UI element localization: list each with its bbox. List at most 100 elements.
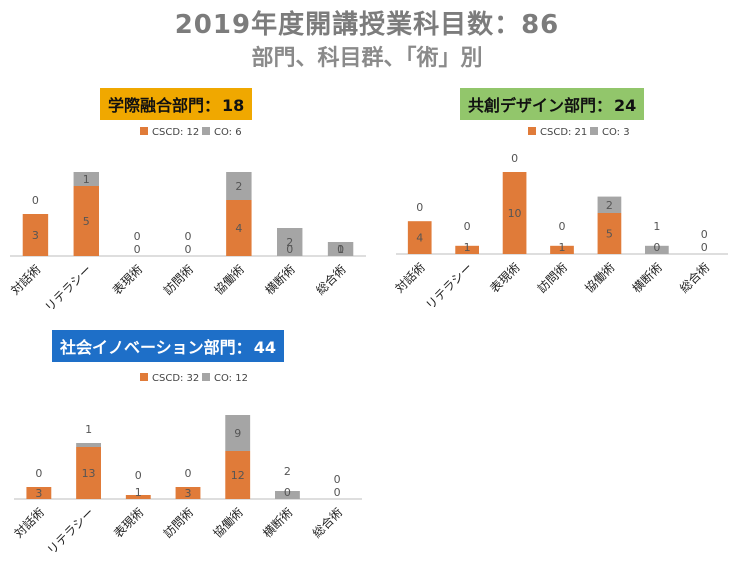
data-label-csd: 0 (334, 486, 341, 499)
data-label-co: 0 (35, 467, 42, 480)
data-label-co: 0 (185, 230, 192, 243)
data-label-co: 0 (559, 220, 566, 233)
data-label-co: 0 (334, 473, 341, 486)
data-label-csd: 10 (508, 207, 522, 220)
panel-title-name: 学際融合部門： (108, 96, 221, 115)
panel-title-count: 24 (614, 96, 637, 115)
legend-label-csd: CSCD: 21 (540, 127, 587, 138)
bar-csd (73, 186, 99, 256)
data-label-co: 0 (464, 220, 471, 233)
panel-title-count: 44 (253, 338, 276, 357)
data-label-co: 0 (135, 469, 142, 482)
bar-csd (26, 487, 52, 499)
data-label-csd: 0 (337, 243, 344, 256)
bar-csd (550, 245, 574, 254)
data-label-csd: 3 (32, 229, 39, 242)
legend-label-co: CO: 12 (214, 373, 248, 384)
data-label-csd: 0 (653, 241, 660, 254)
bar-co (226, 172, 252, 200)
category-label: 表現術 (110, 262, 145, 297)
data-label-csd: 4 (416, 232, 423, 245)
data-label-co: 2 (606, 199, 613, 212)
bar-csd (407, 221, 432, 254)
data-label-csd: 12 (231, 469, 245, 482)
category-label: 協働術 (581, 260, 617, 296)
bar-co (225, 415, 251, 451)
bar-co (277, 228, 303, 256)
bar-co (597, 196, 622, 213)
bar-csd (22, 214, 49, 256)
category-label: リテラシー (45, 505, 97, 557)
category-label: 総合術 (309, 505, 345, 541)
data-label-co: 1 (83, 173, 90, 186)
category-label: 訪問術 (160, 262, 196, 298)
legend-label-co: CO: 3 (602, 127, 630, 138)
panel-title-name: 社会イノベーション部門： (60, 338, 252, 357)
data-label-csd: 1 (559, 241, 566, 254)
bar-csd (455, 245, 479, 254)
data-label-co: 0 (134, 230, 141, 243)
category-label: 横断術 (262, 262, 298, 298)
category-label: 訪問術 (160, 505, 196, 541)
data-label-csd: 5 (83, 215, 90, 228)
data-label-co: 0 (32, 194, 39, 207)
data-label-co: 0 (185, 467, 192, 480)
category-label: リテラシー (423, 260, 475, 312)
data-label-co: 9 (234, 427, 241, 440)
data-label-co: 1 (653, 220, 660, 233)
data-label-csd: 0 (701, 241, 708, 254)
panel-title-social-innovation: 社会イノベーション部門： 44 (52, 330, 284, 362)
category-label: 対話術 (7, 262, 43, 298)
legend-swatch-co (590, 127, 598, 135)
data-label-csd: 0 (134, 243, 141, 256)
legend-label-co: CO: 6 (214, 127, 242, 138)
panel-title-co-design: 共創デザイン部門： 24 (460, 88, 645, 120)
bar-co (76, 443, 101, 447)
bar-csd (175, 487, 201, 499)
page-title: 2019年度開講授業科目数：86 (174, 10, 560, 40)
category-label: リテラシー (42, 262, 94, 314)
category-label: 協働術 (210, 505, 246, 541)
category-label: 対話術 (11, 505, 47, 541)
data-label-csd: 13 (82, 467, 96, 480)
bar-co (327, 242, 354, 256)
data-label-co: 2 (284, 465, 291, 478)
category-label: 表現術 (487, 260, 522, 295)
data-label-co: 0 (511, 152, 518, 165)
data-label-csd: 4 (235, 222, 242, 235)
legend-swatch-csd (140, 127, 148, 135)
bar-csd (597, 213, 622, 254)
data-label-co: 2 (235, 180, 242, 193)
data-label-csd: 0 (286, 243, 293, 256)
legend-label-csd: CSCD: 12 (152, 127, 199, 138)
category-label: 総合術 (676, 260, 712, 296)
data-label-csd: 1 (464, 241, 471, 254)
data-label-csd: 0 (284, 486, 291, 499)
bar-csd (502, 172, 527, 254)
panel-title-name: 共創デザイン部門： (468, 96, 613, 115)
data-label-csd: 5 (606, 228, 613, 241)
bar-csd (125, 495, 151, 499)
category-label: 横断術 (629, 260, 665, 296)
bar-csd (226, 200, 252, 256)
legend-swatch-csd (528, 127, 536, 135)
bar-csd (225, 451, 251, 499)
bar-csd (76, 447, 101, 499)
data-label-co: 0 (701, 228, 708, 241)
data-label-co: 2 (286, 236, 293, 249)
bar-co (73, 172, 99, 186)
legend-swatch-csd (140, 373, 148, 381)
data-label-co: 1 (337, 243, 344, 256)
category-label: 協働術 (211, 262, 247, 298)
data-label-csd: 3 (35, 487, 42, 500)
data-label-csd: 0 (185, 243, 192, 256)
panel-title-count: 18 (222, 96, 245, 115)
legend-label-csd: CSCD: 32 (152, 373, 199, 384)
category-label: 訪問術 (534, 260, 570, 296)
bar-co (275, 491, 300, 499)
data-label-co: 0 (416, 201, 423, 214)
panel-title-interdisciplinary: 学際融合部門： 18 (100, 88, 253, 120)
legend-swatch-co (202, 127, 210, 135)
category-label: 対話術 (392, 260, 428, 296)
